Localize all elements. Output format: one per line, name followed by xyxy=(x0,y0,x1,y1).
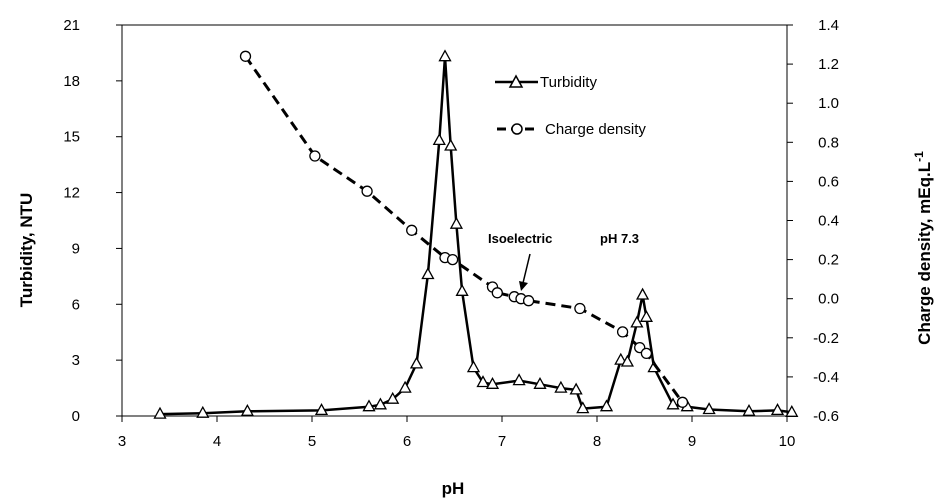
series-turbidity-point xyxy=(449,216,463,229)
series-charge-density-point xyxy=(406,224,418,236)
legend-charge-label: Charge density xyxy=(545,121,646,138)
series-charge-density-line xyxy=(244,55,684,404)
series-turbidity-point xyxy=(554,380,568,393)
series-charge-density-point xyxy=(616,326,629,338)
annotation-isoelectric: Isoelectric xyxy=(488,231,552,246)
x-tick-label: 8 xyxy=(593,433,601,450)
series-turbidity-point xyxy=(362,399,376,412)
y-right-tick-label: 0.0 xyxy=(818,291,839,308)
series-turbidity-point xyxy=(153,406,167,419)
series-charge-density-point xyxy=(309,150,321,162)
y-left-tick-label: 0 xyxy=(72,408,80,425)
x-tick-label: 5 xyxy=(308,433,316,450)
series-turbidity-point xyxy=(576,401,590,414)
y-left-tick-label: 15 xyxy=(63,129,80,146)
legend-turbidity-label: Turbidity xyxy=(540,74,597,91)
legend-turbidity-marker xyxy=(508,74,524,88)
series-turbidity-point xyxy=(620,354,634,367)
series-turbidity-point xyxy=(512,373,526,386)
y-left-tick-label: 6 xyxy=(72,296,80,313)
y-axis-left-title: Turbidity, NTU xyxy=(17,193,36,308)
series-charge-density-point xyxy=(522,295,535,307)
x-axis-title: pH xyxy=(442,479,465,498)
y-right-tick-label: 0.6 xyxy=(818,173,839,190)
y-right-tick-label: 0.8 xyxy=(818,134,839,151)
series-turbidity-point xyxy=(702,402,716,415)
series-charge-density-point xyxy=(676,396,689,408)
series-turbidity-point xyxy=(240,403,254,416)
annotation-ph73: pH 7.3 xyxy=(600,231,639,246)
y-left-tick-label: 18 xyxy=(63,73,80,90)
y-right-tick-label: 1.0 xyxy=(818,95,839,112)
series-charge-density-point xyxy=(574,302,586,315)
series-turbidity-point xyxy=(398,380,412,393)
series-turbidity-point xyxy=(666,397,680,410)
series-charge-density-point xyxy=(446,253,459,266)
series-turbidity-point xyxy=(636,287,650,300)
series-turbidity-line xyxy=(159,55,792,416)
series-charge-density-point xyxy=(491,287,503,299)
series-turbidity-point xyxy=(785,404,799,417)
x-tick-label: 6 xyxy=(403,433,411,450)
series-turbidity-point xyxy=(639,309,653,322)
y-left-tick-label: 3 xyxy=(72,352,80,369)
series-turbidity-point xyxy=(314,403,329,416)
series-turbidity-point xyxy=(569,382,583,395)
x-tick-label: 10 xyxy=(779,433,796,450)
series-turbidity-point xyxy=(476,375,490,388)
x-tick-label: 7 xyxy=(498,433,506,450)
y-right-tick-label: -0.2 xyxy=(813,330,839,347)
series-turbidity-point xyxy=(630,315,644,328)
series-turbidity-point xyxy=(455,283,469,296)
x-tick-label: 4 xyxy=(213,433,221,450)
annotation-arrow xyxy=(519,253,531,291)
series-turbidity-point xyxy=(742,403,756,416)
series-turbidity-point xyxy=(599,399,614,412)
y-left-tick-label: 21 xyxy=(63,17,80,34)
series-charge-density-point xyxy=(640,347,653,360)
series-turbidity-point xyxy=(485,376,500,389)
y-right-tick-label: -0.4 xyxy=(813,369,839,386)
series-turbidity-point xyxy=(373,397,387,410)
y-axis-right-title: Charge density, mEq.L-1 xyxy=(912,151,934,345)
series-layer xyxy=(153,49,799,419)
series-turbidity-point xyxy=(386,391,400,404)
series-turbidity-point xyxy=(196,405,210,418)
y-right-tick-label: 0.2 xyxy=(818,252,839,269)
y-right-tick-label: -0.6 xyxy=(813,408,839,425)
series-turbidity-point xyxy=(614,352,628,365)
series-charge-density-point xyxy=(361,185,373,197)
series-turbidity-point xyxy=(533,376,547,389)
legend: Turbidity Charge density xyxy=(495,74,646,138)
y-right-tick-label: 1.4 xyxy=(818,17,839,34)
series-charge-density-point xyxy=(239,50,252,62)
series-turbidity-point xyxy=(444,138,458,151)
legend-charge-marker xyxy=(511,123,523,135)
series-turbidity-point xyxy=(432,133,446,146)
series-turbidity-point xyxy=(409,356,424,369)
series-turbidity-point xyxy=(438,49,452,62)
y-left-tick-label: 9 xyxy=(72,240,80,257)
x-tick-label: 3 xyxy=(118,433,126,450)
y-right-tick-label: 0.4 xyxy=(818,213,839,230)
y-left-tick-label: 12 xyxy=(63,185,80,202)
axes-layer: 3 4 5 6 7 8 9 10 0 3 6 9 12 15 18 21 -0.6 -0.4 -0.2 0.0 0.2 0… xyxy=(63,17,839,450)
x-tick-label: 9 xyxy=(688,433,696,450)
y-right-tick-label: 1.2 xyxy=(818,56,839,73)
series-turbidity-point xyxy=(421,267,435,280)
series-turbidity-point xyxy=(466,360,481,373)
series-turbidity-point xyxy=(770,403,785,416)
